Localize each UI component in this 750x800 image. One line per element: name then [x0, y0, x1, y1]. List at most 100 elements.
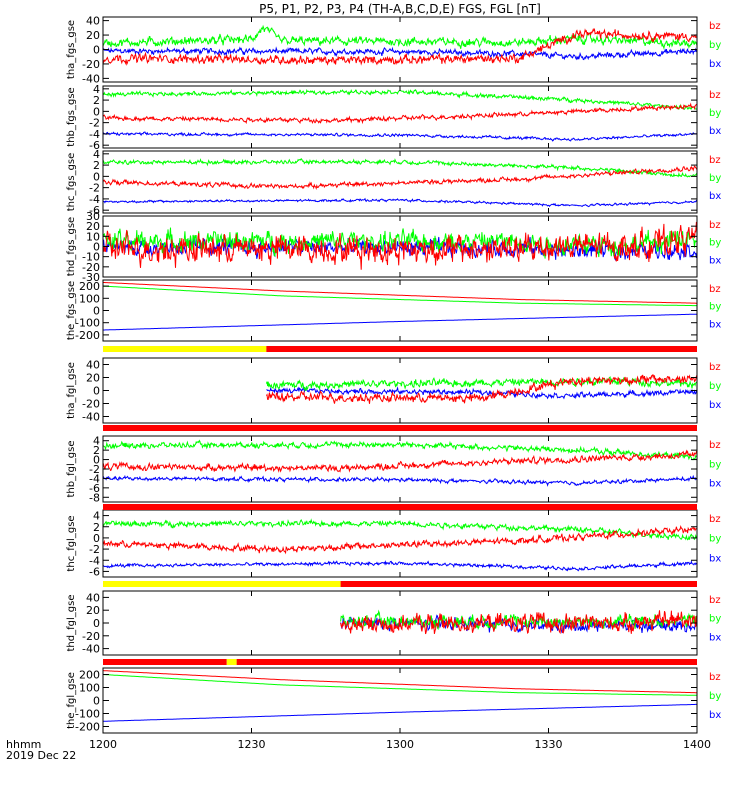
series-thc_fgs_gse-bx: [103, 197, 697, 208]
mode-bar-segment: [103, 659, 227, 665]
y-tick-label: 2: [93, 94, 100, 107]
y-tick-label: -20: [82, 58, 100, 71]
legend-bz: bz: [709, 220, 721, 231]
y-tick-label: -6: [89, 139, 100, 152]
y-tick-label: 200: [79, 669, 100, 682]
y-tick-label: 0: [93, 44, 100, 57]
y-tick-label: 0: [93, 385, 100, 398]
legend-bz: bz: [709, 90, 721, 101]
legend-bz: bz: [709, 440, 721, 451]
y-tick-label: 0: [93, 105, 100, 118]
series-the_fgl_gse-bz: [103, 670, 697, 694]
series-thd_fgs_gse-bz: [103, 221, 697, 270]
series-thc_fgl_gse-by: [103, 518, 697, 541]
y-tick-label: -20: [82, 261, 100, 274]
y-tick-label: 20: [86, 604, 100, 617]
series-thd_fgl_gse-bz: [340, 610, 697, 635]
y-tick-label: -40: [82, 643, 100, 656]
y-axis-label: thd_fgs_gse: [66, 217, 77, 276]
y-tick-label: 2: [93, 521, 100, 534]
mode-bar-segment: [103, 581, 341, 587]
y-tick-label: 20: [86, 372, 100, 385]
y-tick-label: 2: [93, 444, 100, 457]
series-thc_fgl_gse-bx: [103, 560, 697, 572]
legend-by: by: [709, 108, 721, 119]
legend-bz: bz: [709, 514, 721, 525]
series-thb_fgl_gse-by: [103, 439, 697, 461]
legend-by: by: [709, 614, 721, 625]
legend-by: by: [709, 381, 721, 392]
series-the_fgs_gse-bz: [103, 281, 697, 304]
y-tick-label: 2: [93, 159, 100, 172]
y-tick-label: -40: [82, 72, 100, 85]
y-tick-label: -2: [89, 182, 100, 195]
series-tha_fgs_gse-bx: [103, 46, 697, 61]
legend-bx: bx: [709, 191, 721, 202]
y-tick-label: -2: [89, 117, 100, 130]
y-tick-label: -20: [82, 630, 100, 643]
legend-bx: bx: [709, 400, 721, 411]
y-tick-label: -200: [75, 329, 100, 342]
legend-by: by: [709, 173, 721, 184]
mode-bar-segment: [103, 425, 697, 431]
legend-bx: bx: [709, 126, 721, 137]
legend-bx: bx: [709, 632, 721, 643]
y-tick-label: -4: [89, 554, 100, 567]
y-tick-label: -200: [75, 721, 100, 734]
y-tick-label: 20: [86, 220, 100, 233]
y-tick-label: 0: [93, 695, 100, 708]
y-tick-label: -6: [89, 565, 100, 578]
mode-bar-segment: [226, 659, 237, 665]
y-tick-label: 4: [93, 83, 100, 96]
legend-bx: bx: [709, 710, 721, 721]
y-axis-label: thc_fgl_gse: [66, 515, 77, 571]
legend-by: by: [709, 238, 721, 249]
legend-bx: bx: [709, 59, 721, 70]
legend-bx: bx: [709, 553, 721, 564]
x-tick-label: 1400: [683, 738, 711, 751]
y-axis-label: the_fgl_gse: [66, 672, 77, 729]
y-axis-label: thb_fgl_gse: [66, 441, 77, 498]
y-tick-label: -6: [89, 482, 100, 495]
y-axis-label: tha_fgl_gse: [66, 362, 77, 419]
mode-bar-segment: [266, 346, 697, 352]
x-axis-label-date: 2019 Dec 22: [6, 749, 77, 762]
y-tick-label: 0: [93, 170, 100, 183]
y-tick-label: -30: [82, 271, 100, 284]
legend-bz: bz: [709, 362, 721, 373]
y-tick-label: -2: [89, 463, 100, 476]
panel-frame: [102, 279, 698, 342]
series-thb_fgl_gse-bx: [103, 474, 697, 487]
series-thb_fgl_gse-bz: [103, 449, 697, 473]
y-tick-label: 4: [93, 148, 100, 161]
y-tick-label: 200: [79, 280, 100, 293]
y-tick-label: 40: [86, 359, 100, 372]
mode-bar-segment: [103, 346, 267, 352]
series-thb_fgs_gse-by: [103, 88, 697, 111]
legend-by: by: [709, 534, 721, 545]
y-tick-label: -8: [89, 491, 100, 504]
y-axis-label: thc_fgs_gse: [66, 153, 77, 212]
y-tick-label: -40: [82, 411, 100, 424]
y-tick-label: 4: [93, 510, 100, 523]
series-tha_fgl_gse-bx: [266, 385, 697, 400]
y-axis-label: thd_fgl_gse: [66, 595, 77, 652]
series-tha_fgs_gse-bz: [103, 27, 697, 66]
y-tick-label: 0: [93, 241, 100, 254]
y-tick-label: -100: [75, 317, 100, 330]
legend-bz: bz: [709, 284, 721, 295]
legend-by: by: [709, 691, 721, 702]
y-tick-label: 0: [93, 454, 100, 467]
y-tick-label: 0: [93, 532, 100, 545]
y-tick-label: 100: [79, 682, 100, 695]
legend-by: by: [709, 302, 721, 313]
x-tick-label: 1300: [386, 738, 414, 751]
series-the_fgl_gse-bx: [103, 703, 697, 722]
series-thc_fgl_gse-bz: [103, 524, 697, 555]
legend-bx: bx: [709, 479, 721, 490]
